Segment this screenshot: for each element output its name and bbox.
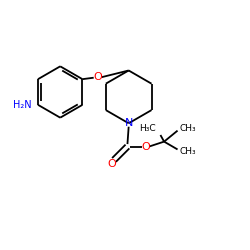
Text: H₂N: H₂N <box>13 100 32 110</box>
Text: O: O <box>93 72 102 82</box>
Text: CH₃: CH₃ <box>180 147 196 156</box>
Text: H₃C: H₃C <box>139 124 156 133</box>
Text: CH₃: CH₃ <box>180 124 196 133</box>
Text: O: O <box>142 142 150 152</box>
Text: O: O <box>108 159 116 169</box>
Text: N: N <box>124 118 133 128</box>
